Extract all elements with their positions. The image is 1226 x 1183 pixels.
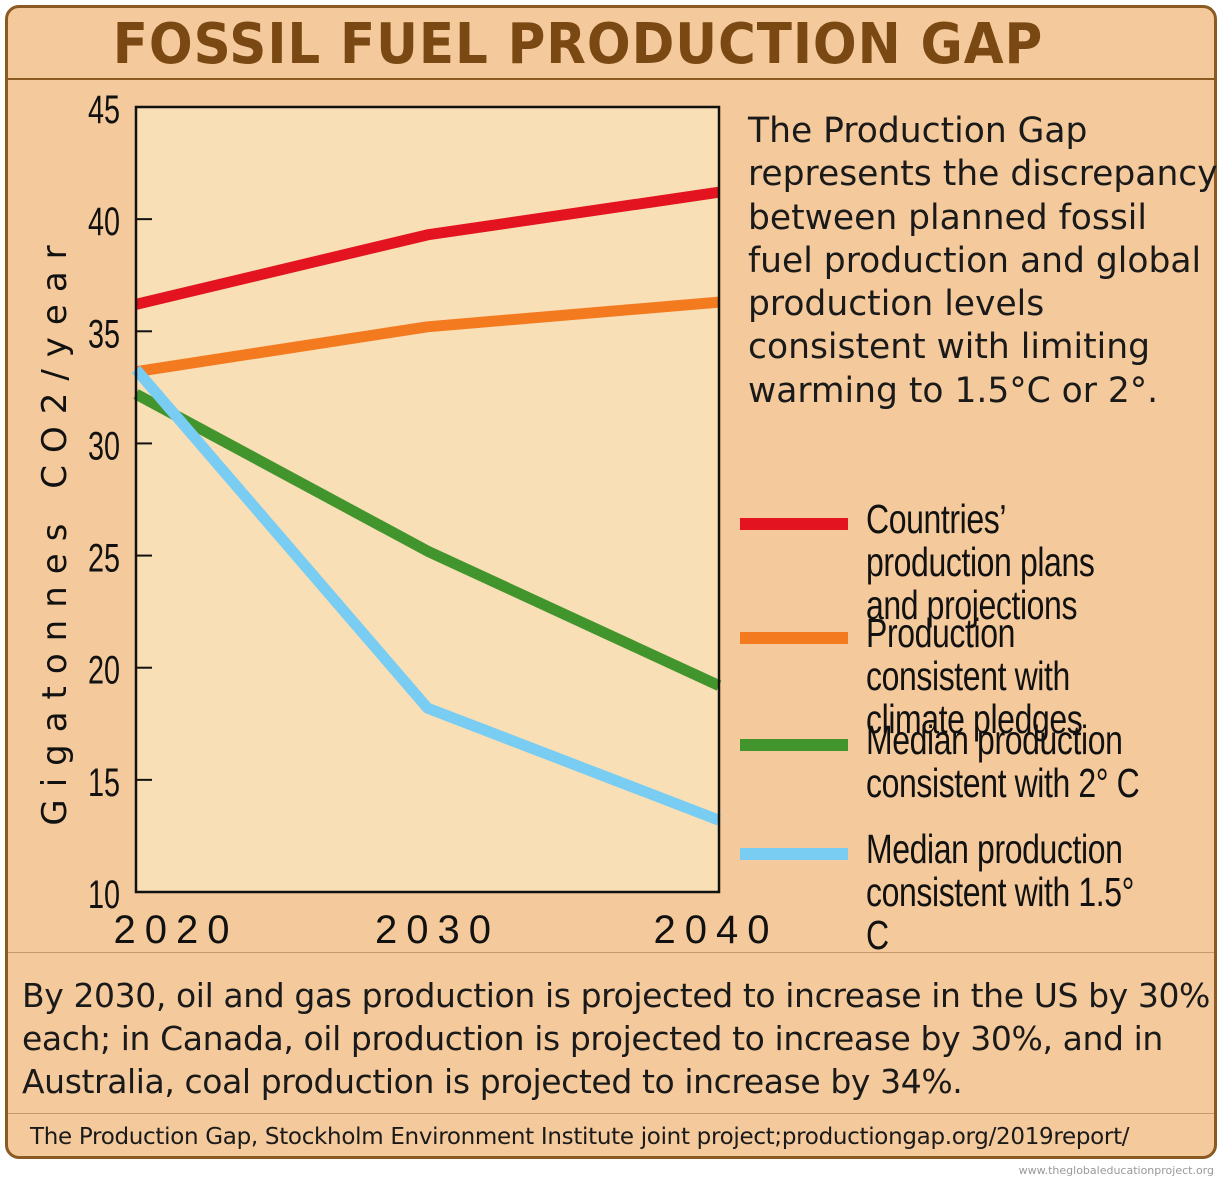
legend-swatch-orange — [740, 632, 848, 644]
chart: 10 15 20 25 30 35 40 45 2020 2030 2040 Gigatonnes C… — [35, 87, 779, 948]
title-bar: FOSSIL FUEL PRODUCTION GAP — [8, 8, 1214, 80]
legend-item-2c: Median production consistent with 2° C — [736, 719, 1216, 814]
legend-label: Median production consistent with 2° C — [866, 717, 1140, 806]
legend-label: Production consistent with climate pledg… — [866, 610, 1083, 742]
description-text: The Production Gap represents the discre… — [748, 111, 1218, 411]
x-tick-label: 2040 — [654, 908, 779, 948]
x-tick-label: 2020 — [114, 908, 239, 948]
legend-swatch-green — [740, 739, 848, 751]
y-tick-label: 15 — [88, 760, 120, 805]
y-tick-label: 20 — [88, 648, 120, 693]
series-line-2 — [135, 296, 720, 378]
infographic-frame: FOSSIL FUEL PRODUCTION GAP 10 15 20 25 30 35 4… — [5, 5, 1218, 1159]
legend-swatch-blue — [740, 848, 848, 860]
y-tick-label: 10 — [88, 872, 120, 917]
divider — [8, 1113, 1214, 1114]
watermark: www.theglobaleducationproject.org — [1018, 1164, 1214, 1177]
chart-title: FOSSIL FUEL PRODUCTION GAP — [112, 12, 1044, 77]
legend-label: Median production consistent with 1.5° C — [866, 826, 1135, 958]
legend-label: Countries’ production plans and projecti… — [866, 496, 1095, 628]
series-line-4 — [131, 365, 721, 826]
legend-item-1-5c: Median production consistent with 1.5° C — [736, 828, 1216, 957]
legend-item-climate-pledges: Production consistent with climate pledg… — [736, 612, 1216, 741]
plot-area — [136, 107, 719, 892]
source-citation: The Production Gap, Stockholm Environmen… — [30, 1124, 1130, 1150]
divider — [8, 952, 1214, 953]
legend-swatch-red — [740, 518, 848, 530]
y-tick-label: 35 — [88, 312, 120, 357]
legend-item-countries-plans: Countries’ production plans and projecti… — [736, 498, 1216, 627]
y-axis-label: Gigatonnes CO2/year — [35, 233, 75, 825]
x-tick-label: 2030 — [375, 908, 500, 948]
plot-border — [134, 105, 721, 894]
y-tick-label: 30 — [88, 424, 120, 469]
series-line-3 — [133, 389, 722, 691]
y-tick-label: 25 — [88, 536, 120, 581]
series-line-1 — [134, 186, 720, 310]
y-tick-label: 45 — [88, 87, 120, 132]
y-tick-label: 40 — [88, 200, 120, 245]
footnote-text: By 2030, oil and gas production is proje… — [22, 976, 1210, 1101]
